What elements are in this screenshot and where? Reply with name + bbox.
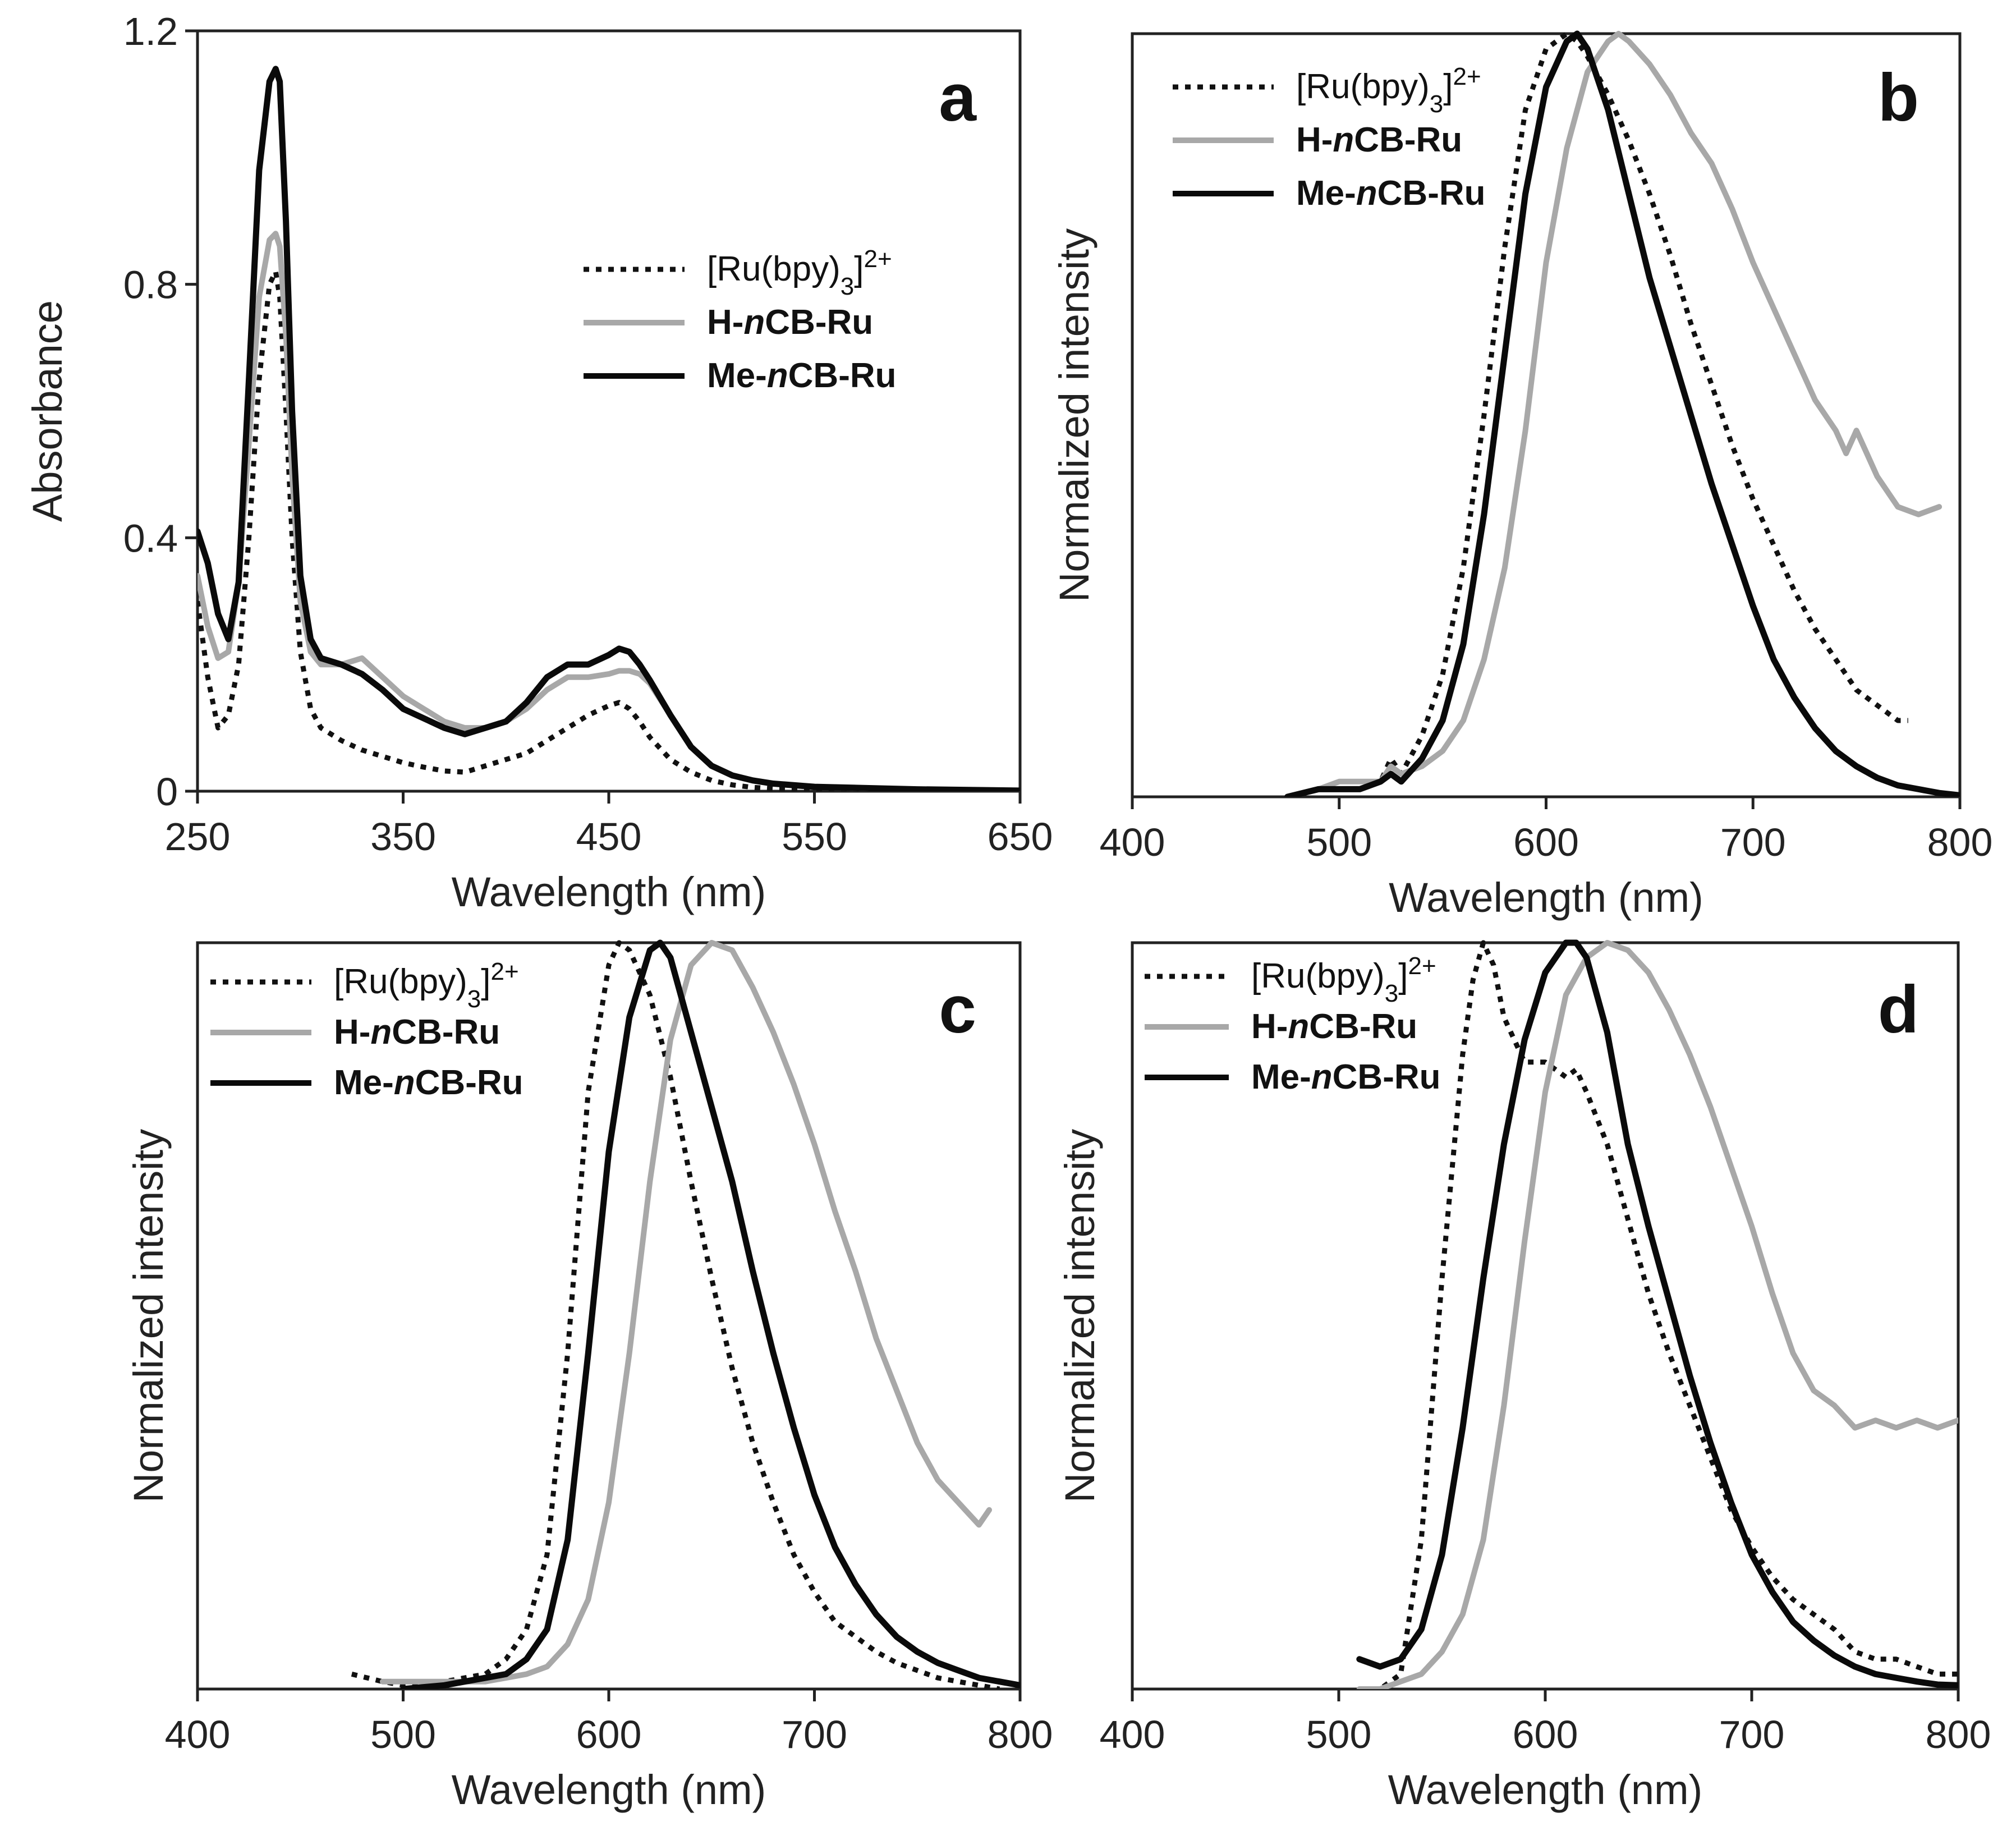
y-axis-title: Normalized intensity (1051, 228, 1097, 602)
series-line-h-ncb-ru (1284, 31, 1942, 797)
legend-label: H-nCB-Ru (334, 1013, 500, 1052)
series-line-ru-bpy (198, 269, 1020, 791)
x-tick-label: 700 (1720, 820, 1786, 864)
panel-letter: b (1878, 60, 1919, 135)
legend-label: Me-nCB-Ru (1296, 174, 1486, 213)
legend-label: [Ru(bpy)3]2+ (1296, 63, 1481, 118)
legend-label: [Ru(bpy)3]2+ (1251, 952, 1436, 1007)
series-line-ru-bpy (1359, 940, 1958, 1689)
x-tick-label: 350 (370, 815, 436, 859)
series-line-h-ncb-ru (198, 231, 1020, 791)
chart-panel-c: 400 500 600 700 800 Wavelength (nm) Normalized… (125, 939, 1053, 1813)
legend-label: [Ru(bpy)3]2+ (707, 245, 892, 300)
x-tick-label: 400 (1100, 1713, 1165, 1756)
x-tick-label: 600 (576, 1713, 642, 1756)
y-tick-label: 0 (156, 770, 178, 814)
series-line-h-ncb-ru (1356, 940, 1958, 1689)
x-tick-label: 500 (1306, 1713, 1372, 1756)
y-tick-label: 1.2 (123, 10, 178, 53)
y-axis-title: Normalized intensity (125, 1129, 172, 1503)
series-line-ru-bpy (351, 940, 1000, 1689)
x-tick-label: 650 (988, 815, 1053, 859)
x-tick-label: 800 (1926, 1713, 1991, 1756)
x-tick-label: 400 (165, 1713, 231, 1756)
x-tick-label: 400 (1100, 820, 1165, 864)
legend-label: H-nCB-Ru (1296, 121, 1462, 159)
panel-letter: d (1878, 972, 1919, 1047)
series-line-h-ncb-ru (379, 940, 992, 1685)
x-axis-title: Wavelength (nm) (1388, 1766, 1703, 1813)
x-tick-label: 500 (370, 1713, 436, 1756)
x-tick-label: 800 (988, 1713, 1053, 1756)
x-tick-label: 450 (576, 815, 642, 859)
plot-frame (1131, 941, 1960, 1691)
y-axis-title: Absorbance (24, 300, 71, 522)
x-axis-title: Wavelength (nm) (452, 869, 766, 915)
series-line-me-ncb-ru (400, 939, 1020, 1689)
legend-label: Me-nCB-Ru (1251, 1058, 1441, 1096)
legend-label: [Ru(bpy)3]2+ (334, 958, 519, 1013)
series-line-me-ncb-ru (198, 66, 1020, 791)
chart-panel-b: 400 500 600 700 800 Wavelength (nm) Normalized… (1051, 30, 1993, 921)
series-line-me-ncb-ru (1284, 30, 1960, 797)
chart-panel-a: 250 350 450 550 650 0 0.4 0.8 1.2 Wavelength (nm)… (24, 10, 1053, 915)
x-axis-title: Wavelength (nm) (1389, 874, 1703, 921)
chart-panel-d: 400 500 600 700 800 Wavelength (nm) Normalized… (1057, 939, 1991, 1813)
legend-label: Me-nCB-Ru (707, 356, 897, 395)
x-tick-label: 600 (1513, 820, 1579, 864)
plot-frame (1131, 32, 1962, 799)
plot-frame (196, 29, 1022, 793)
x-tick-label: 700 (782, 1713, 847, 1756)
panel-letter: a (939, 60, 977, 135)
x-tick-label: 500 (1306, 820, 1372, 864)
legend-label: Me-nCB-Ru (334, 1063, 523, 1102)
legend-label: H-nCB-Ru (1251, 1007, 1417, 1046)
y-tick-label: 0.4 (123, 516, 178, 560)
x-tick-label: 700 (1719, 1713, 1785, 1756)
plot-frame (196, 941, 1022, 1691)
x-tick-label: 550 (782, 815, 847, 859)
x-tick-label: 600 (1513, 1713, 1578, 1756)
legend-label: H-nCB-Ru (707, 303, 873, 342)
panel-letter: c (939, 972, 976, 1047)
x-tick-label: 800 (1927, 820, 1993, 864)
y-axis-title: Normalized intensity (1057, 1129, 1103, 1503)
y-tick-label: 0.8 (123, 263, 178, 307)
series-line-me-ncb-ru (1356, 939, 1958, 1688)
x-axis-title: Wavelength (nm) (452, 1766, 766, 1813)
x-tick-label: 250 (165, 815, 231, 859)
